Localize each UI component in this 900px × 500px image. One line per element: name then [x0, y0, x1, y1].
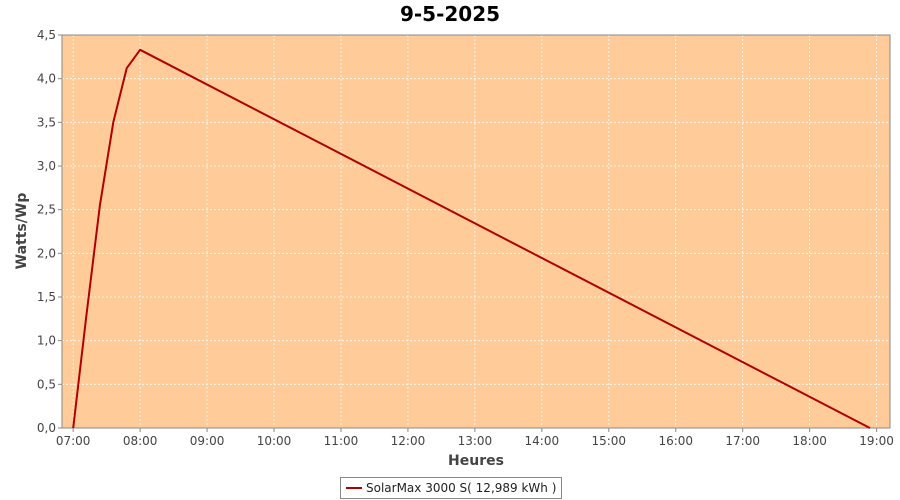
y-tick-label: 1,0	[37, 334, 56, 348]
x-tick-label: 09:00	[190, 434, 225, 448]
x-tick-label: 19:00	[859, 434, 894, 448]
plot-frame	[61, 34, 891, 429]
legend: SolarMax 3000 S( 12,989 kWh )	[340, 477, 563, 499]
x-tick-label: 07:00	[56, 434, 91, 448]
x-tick-label: 18:00	[792, 434, 827, 448]
y-axis-label: Watts/Wp	[14, 193, 30, 270]
y-tick-label: 4,5	[37, 28, 56, 42]
legend-swatch	[346, 487, 362, 489]
y-tick-label: 0,5	[37, 377, 56, 391]
chart-title: 9-5-2025	[399, 2, 501, 26]
x-tick-label: 14:00	[525, 434, 560, 448]
x-tick-label: 08:00	[123, 434, 158, 448]
x-tick-label: 15:00	[591, 434, 626, 448]
x-tick-label: 16:00	[658, 434, 693, 448]
y-tick-label: 2,5	[37, 203, 56, 217]
series-line	[72, 48, 871, 429]
x-tick-label: 13:00	[458, 434, 493, 448]
series-layer	[72, 48, 871, 429]
x-tick-label: 10:00	[257, 434, 292, 448]
plot-area	[62, 35, 890, 428]
x-tick-label: 12:00	[391, 434, 426, 448]
y-tick-label: 3,5	[37, 115, 56, 129]
y-tick-label: 4,0	[37, 72, 56, 86]
y-tick-label: 1,5	[37, 290, 56, 304]
axes: 0,0 0,5 1,0 1,5 2,0 2,5 3,0 3,5 4,0 4,5 07:00 08:00…	[37, 28, 894, 448]
legend-label: SolarMax 3000 S( 12,989 kWh )	[366, 481, 557, 495]
x-tick-label: 17:00	[725, 434, 760, 448]
y-tick-label: 2,0	[37, 246, 56, 260]
x-axis-label: Heures	[448, 453, 504, 469]
x-tick-label: 11:00	[324, 434, 359, 448]
y-tick-label: 3,0	[37, 159, 56, 173]
y-tick-label: 0,0	[37, 421, 56, 435]
